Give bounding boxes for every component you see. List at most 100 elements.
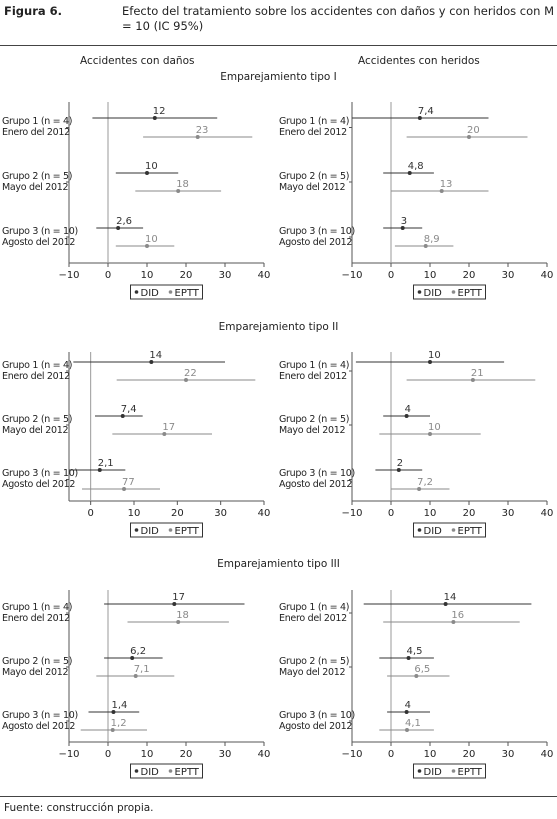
panel-2-eptt-point <box>423 244 428 248</box>
panel-5-eptt-point <box>176 620 181 624</box>
panel-4-x-tick-label: 10 <box>424 508 437 519</box>
panel-5-did-data-label: 6,2 <box>130 646 146 657</box>
panel-5-legend-eptt-marker <box>168 769 173 773</box>
panel-3-legend-did-marker <box>134 528 139 532</box>
panel-3-x-tick-label: 20 <box>171 508 184 519</box>
panel-4-legend-did-label: DID <box>424 526 443 537</box>
panel-2-group-date: Mayo del 2012 <box>279 182 346 193</box>
panel-1-did-data-label: 12 <box>153 106 166 117</box>
panel-1-eptt-point <box>176 189 181 193</box>
panel-4-group-name: Grupo 2 (n = 5) <box>279 414 349 425</box>
panel-4-x-tick-label: 40 <box>541 508 554 519</box>
panel-5-eptt-data-label: 1,2 <box>111 718 127 729</box>
panel-5-group-date: Agosto del 2012 <box>2 721 75 732</box>
panel-3-legend-eptt-label: EPTT <box>175 526 200 537</box>
panel-4-eptt-point <box>470 378 475 382</box>
panel-2-did-data-label: 7,4 <box>418 106 434 117</box>
panel-1-eptt-point <box>195 135 200 139</box>
panel-5-x-tick-label: 20 <box>180 749 193 760</box>
panel-4-x-tick-label: 20 <box>463 508 476 519</box>
panel-2-eptt-data-label: 13 <box>440 179 453 190</box>
panel-2-legend-eptt-label: EPTT <box>458 288 483 299</box>
panel-6-x-tick-label: 0 <box>388 749 394 760</box>
panel-4-did-data-label: 4 <box>405 404 411 415</box>
panel-2-legend-did-label: DID <box>424 288 443 299</box>
panel-4-eptt-data-label: 10 <box>428 422 441 433</box>
panel-4-eptt-point <box>428 432 432 436</box>
panel-6-legend-did-marker <box>417 769 422 773</box>
panel-2-did-point <box>417 116 422 120</box>
panel-6-did-point <box>406 656 411 660</box>
bottom-rule <box>0 796 557 797</box>
panel-1-x-tick-label: −10 <box>58 270 79 281</box>
panel-3-x-tick-label: 40 <box>258 508 271 519</box>
panel-6-did-point <box>443 602 448 606</box>
panel-4-did-point <box>404 414 409 418</box>
column-heading-danos: Accidentes con daños <box>80 55 195 67</box>
panel-4-did-point <box>428 360 432 364</box>
panel-3-did-data-label: 14 <box>149 350 162 361</box>
panel-2-x-tick-label: 30 <box>502 270 515 281</box>
panel-1-legend-did-marker <box>134 290 139 294</box>
panel-6-did-point <box>404 710 409 714</box>
panel-6-eptt-data-label: 6,5 <box>414 664 430 675</box>
panel-3-legend-did-label: DID <box>141 526 160 537</box>
panel-4-legend-eptt-marker <box>451 528 456 532</box>
panel-1-group-date: Mayo del 2012 <box>2 182 69 193</box>
panel-4-group-date: Mayo del 2012 <box>279 425 346 436</box>
panel-5-legend-eptt-label: EPTT <box>175 767 200 778</box>
panel-5-did-data-label: 1,4 <box>111 700 127 711</box>
panel-2-x-tick-label: 10 <box>424 270 437 281</box>
panel-1-group-date: Agosto del 2012 <box>2 237 75 248</box>
panel-2-legend-eptt-marker <box>451 290 456 294</box>
panel-1-x-tick-label: 0 <box>105 270 111 281</box>
panel-3-did-data-label: 7,4 <box>121 404 137 415</box>
panel-6-group-name: Grupo 2 (n = 5) <box>279 656 349 667</box>
panel-2-group-name: Grupo 2 (n = 5) <box>279 171 349 182</box>
panel-5-did-data-label: 17 <box>172 592 185 603</box>
panel-6-x-tick-label: 40 <box>541 749 554 760</box>
panel-2-did-point <box>407 171 412 175</box>
panel-6-x-tick-label: 20 <box>463 749 476 760</box>
panel-6-legend-eptt-label: EPTT <box>458 767 483 778</box>
panel-1-did-point <box>152 116 157 120</box>
panel-5-group-name: Grupo 1 (n = 4) <box>2 602 72 613</box>
panel-5-group-date: Mayo del 2012 <box>2 667 69 678</box>
panel-5-eptt-point <box>110 728 115 732</box>
panel-5-group-date: Enero del 2012 <box>2 613 70 624</box>
panel-4-legend-did-marker <box>417 528 422 532</box>
panel-1-did-data-label: 10 <box>145 161 158 172</box>
panel-1-legend-eptt-marker <box>168 290 173 294</box>
panel-3-legend-box <box>130 522 203 538</box>
panel-6-eptt-point <box>451 620 456 624</box>
panel-2-x-tick-label: 40 <box>541 270 554 281</box>
panel-6-legend-box <box>413 763 486 779</box>
panel-1-legend-eptt-label: EPTT <box>175 288 200 299</box>
panel-4-legend-eptt-label: EPTT <box>458 526 483 537</box>
top-rule <box>0 45 557 46</box>
panel-3-x-tick-label: 30 <box>214 508 227 519</box>
panel-2-did-data-label: 4,8 <box>408 161 424 172</box>
panel-4-did-data-label: 2 <box>397 458 403 469</box>
panel-5-x-tick-label: −10 <box>58 749 79 760</box>
panel-2-x-tick-label: 20 <box>463 270 476 281</box>
panel-4-legend-box <box>413 522 486 538</box>
panel-6-x-tick-label: 10 <box>424 749 437 760</box>
panel-1-group-name: Grupo 2 (n = 5) <box>2 171 72 182</box>
panel-5-group-name: Grupo 3 (n = 10) <box>2 710 78 721</box>
panel-4-did-data-label: 10 <box>428 350 441 361</box>
panel-1-did-data-label: 2,6 <box>116 216 132 227</box>
figure-title: Efecto del tratamiento sobre los acciden… <box>122 4 555 33</box>
panel-6-eptt-data-label: 4,1 <box>405 718 421 729</box>
panel-3-eptt-point <box>184 378 188 382</box>
panel-3-did-point <box>97 468 102 472</box>
panel-3-group-date: Enero del 2012 <box>2 371 70 382</box>
panel-1-eptt-data-label: 18 <box>176 179 189 190</box>
panel-1-eptt-data-label: 23 <box>196 125 209 136</box>
panel-3-eptt-point <box>162 432 167 436</box>
panel-5-did-point <box>172 602 177 606</box>
panel-4-group-date: Agosto del 2012 <box>279 479 352 490</box>
panel-6-group-date: Agosto del 2012 <box>279 721 352 732</box>
panel-4-eptt-point <box>417 487 422 491</box>
